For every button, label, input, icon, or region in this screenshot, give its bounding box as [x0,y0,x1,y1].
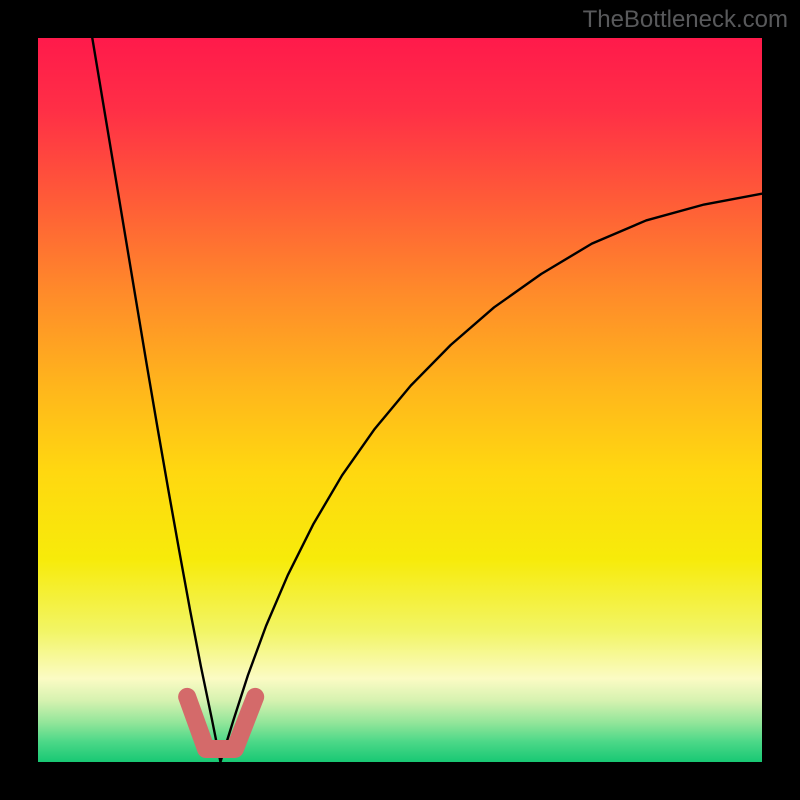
chart-svg [38,38,762,762]
plot-area [38,38,762,762]
chart-root: TheBottleneck.com [0,0,800,800]
watermark-text: TheBottleneck.com [583,6,788,34]
